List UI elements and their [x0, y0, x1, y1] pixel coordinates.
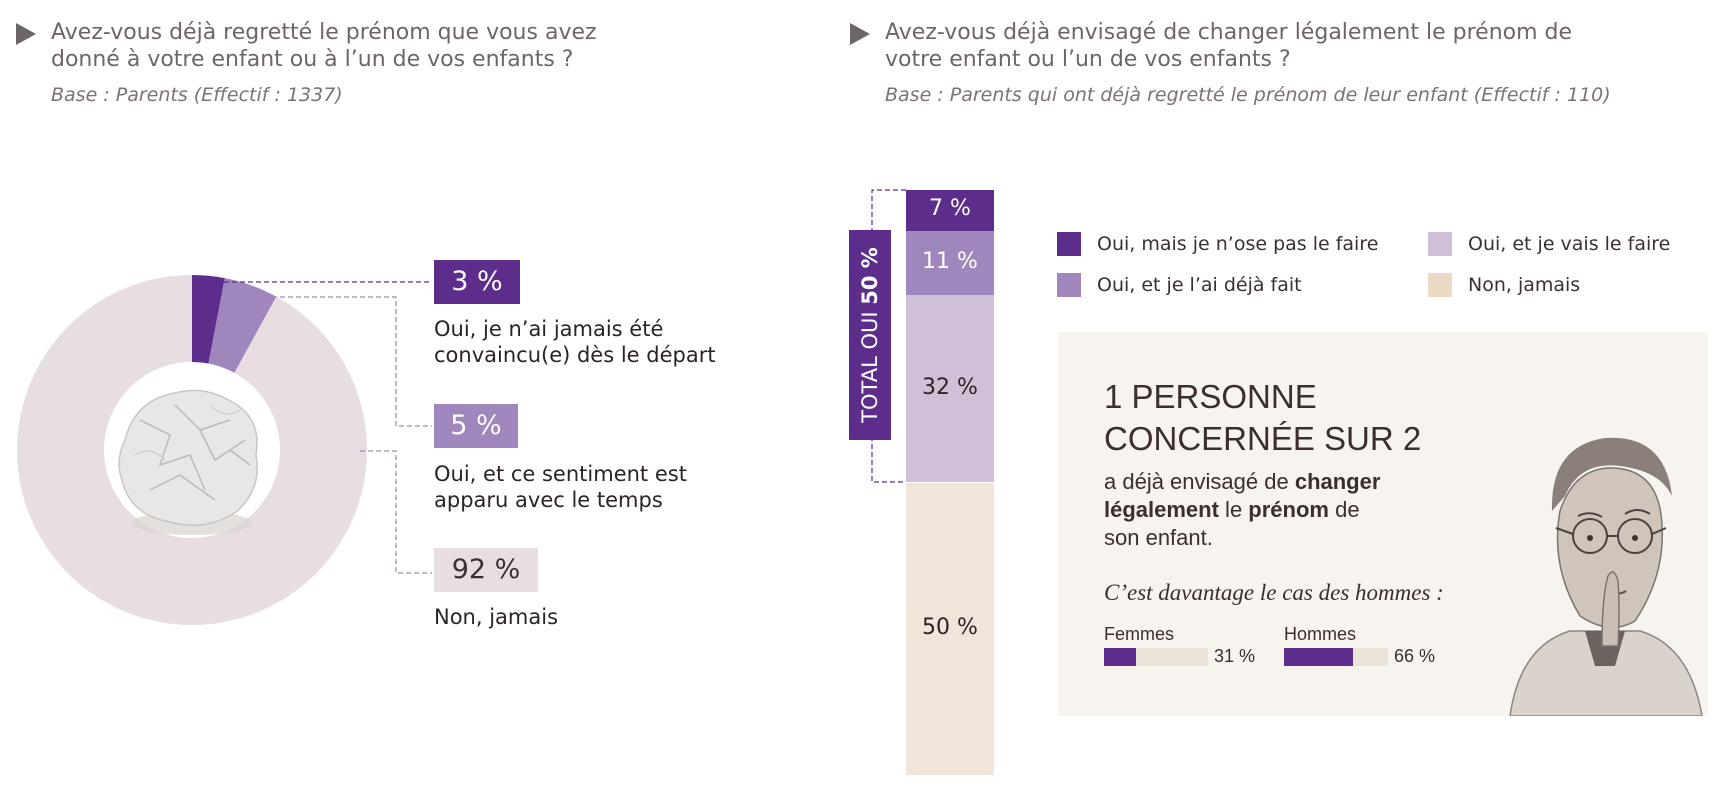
pct-box-slice-3: 92 % — [434, 548, 538, 592]
stack-segment-2: 11 % — [906, 230, 994, 296]
gender-value-hommes: 66 % — [1394, 646, 1436, 666]
donut-chart — [16, 275, 368, 625]
stack-segment-4: 50 % — [906, 482, 994, 775]
donut-slice-2 — [208, 278, 277, 373]
answer-label-3: Non, jamais — [434, 605, 559, 629]
gender-label-femmes: Femmes — [1104, 624, 1175, 644]
stack-segment-1: 7 % — [906, 190, 994, 231]
legend-swatch — [1057, 232, 1081, 256]
total-oui-box: TOTAL OUI 50 % — [849, 230, 891, 440]
thinking-man-portrait-icon — [1509, 437, 1703, 716]
crumpled-paper-ball-icon — [118, 389, 258, 535]
legend-swatch — [1428, 232, 1452, 256]
legend-label: Oui, mais je n’ose pas le faire — [1097, 233, 1379, 255]
stack-segment-label: 7 % — [929, 196, 971, 222]
donut-slice-1 — [192, 275, 225, 364]
legend-label: Non, jamais — [1468, 274, 1581, 296]
stack-segment-3: 32 % — [906, 295, 994, 483]
gender-bar-femmes — [1104, 648, 1137, 666]
gender-track-femmes — [1104, 648, 1208, 666]
legend-swatch — [1057, 273, 1081, 297]
stack-segment-label: 50 % — [922, 614, 978, 640]
donut-connectors — [200, 281, 432, 574]
panel-note: C’est davantage le cas des hommes : — [1104, 580, 1444, 605]
gender-track-hommes — [1284, 648, 1388, 666]
left-question-base: Base : Parents (Effectif : 1337) — [51, 84, 343, 106]
stack-segment-label: 32 % — [922, 374, 978, 400]
donut-slice-3 — [16, 275, 368, 625]
stack-segment-label: 11 % — [922, 249, 978, 275]
panel-headline: 1 PERSONNE CONCERNÉE SUR 2 — [1104, 378, 1422, 457]
question-marker-icon — [16, 23, 36, 45]
right-question-title: Avez-vous déjà envisagé de changer légal… — [885, 20, 1573, 72]
pct-box-slice-2: 5 % — [434, 404, 518, 448]
pct-box-slice-1: 3 % — [434, 260, 520, 304]
legend-label: Oui, et je vais le faire — [1468, 233, 1671, 255]
donut-slices — [16, 275, 368, 625]
right-question-base: Base : Parents qui ont déjà regretté le … — [885, 84, 1611, 106]
gender-label-hommes: Hommes — [1284, 624, 1357, 644]
gender-value-femmes: 31 % — [1214, 646, 1256, 666]
total-oui-label: TOTAL OUI 50 % — [858, 247, 882, 423]
answer-label-2: Oui, et ce sentiment est apparu avec le … — [434, 462, 687, 512]
left-question-title: Avez-vous déjà regretté le prénom que vo… — [51, 20, 597, 72]
panel-text: a déjà envisagé de changer légalement le… — [1104, 469, 1381, 550]
legend-swatch — [1428, 273, 1452, 297]
question-marker-icon — [850, 23, 870, 45]
legend-label: Oui, et je l’ai déjà fait — [1097, 274, 1302, 296]
stacked-bar: 7 % 11 % 32 % 50 % — [906, 190, 994, 775]
highlight-panel: 1 PERSONNE CONCERNÉE SUR 2 a déjà envisa… — [1058, 332, 1708, 716]
answer-label-1: Oui, je n’ai jamais été convaincu(e) dès… — [434, 317, 716, 367]
gender-bar-hommes — [1284, 648, 1353, 666]
